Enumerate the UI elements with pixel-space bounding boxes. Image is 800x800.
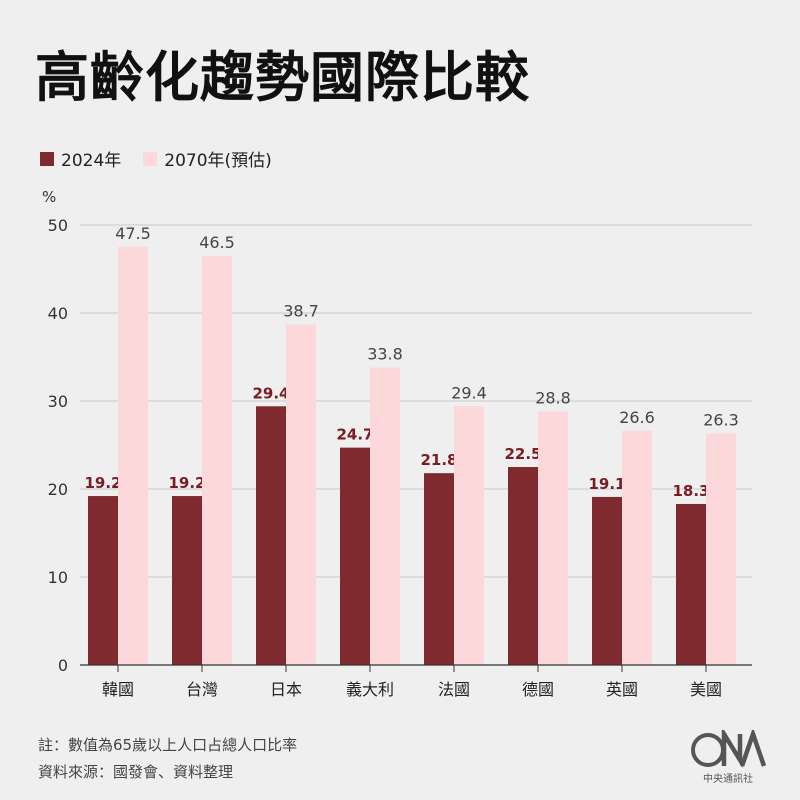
legend-item-2024: 2024年 bbox=[40, 146, 121, 171]
bar-2070 bbox=[538, 411, 568, 665]
legend-swatch-2070 bbox=[143, 151, 158, 166]
x-tick-label: 法國 bbox=[438, 680, 470, 699]
page-title: 高齡化趨勢國際比較 bbox=[35, 46, 530, 109]
legend: 2024年 2070年(預估) bbox=[40, 146, 294, 171]
bar-2070 bbox=[202, 255, 232, 666]
y-axis-unit-label: % bbox=[42, 188, 56, 206]
bar-2024 bbox=[676, 503, 706, 665]
bar-2024 bbox=[424, 473, 454, 665]
legend-label-2024: 2024年 bbox=[61, 151, 122, 171]
legend-item-2070: 2070年(預估) bbox=[143, 146, 272, 171]
x-tick-label: 義大利 bbox=[346, 680, 394, 699]
x-tick-label: 英國 bbox=[606, 680, 638, 699]
note-source: 資料來源：國發會、資料整理 bbox=[38, 763, 234, 781]
data-label-2070: 28.8 bbox=[535, 389, 571, 408]
data-label-2070: 26.6 bbox=[619, 408, 655, 427]
data-label-2070: 33.8 bbox=[367, 345, 403, 364]
bar-2024 bbox=[172, 496, 202, 665]
note-definition: 註：數值為65歲以上人口占總人口比率 bbox=[38, 736, 298, 754]
bar-2024 bbox=[340, 447, 370, 665]
data-label-2024: 21.8 bbox=[420, 451, 457, 469]
bar-2070 bbox=[286, 324, 316, 665]
data-label-2070: 47.5 bbox=[115, 224, 151, 243]
y-tick-label: 50 bbox=[48, 216, 68, 235]
logo-n-icon bbox=[721, 730, 743, 768]
data-label-2024: 19.2 bbox=[168, 474, 205, 492]
notes: 註：數值為65歲以上人口占總人口比率 資料來源：國發會、資料整理 bbox=[38, 732, 297, 786]
bar-2070 bbox=[370, 367, 400, 665]
x-tick-label: 韓國 bbox=[102, 680, 134, 699]
data-label-2024: 29.4 bbox=[252, 384, 289, 402]
logo-a-icon bbox=[739, 730, 766, 767]
x-tick-label: 台灣 bbox=[186, 680, 218, 699]
cna-logo: 中央通訊社 bbox=[691, 730, 766, 785]
logo-subtitle: 中央通訊社 bbox=[703, 772, 753, 785]
bar-2070 bbox=[706, 433, 736, 665]
bar-2024 bbox=[88, 496, 118, 665]
legend-label-2070: 2070年(預估) bbox=[164, 151, 272, 171]
data-label-2024: 18.3 bbox=[672, 482, 709, 500]
x-tick-label: 美國 bbox=[690, 680, 722, 699]
y-tick-label: 10 bbox=[48, 568, 68, 587]
bar-2070 bbox=[622, 430, 652, 665]
logo-c-icon bbox=[691, 733, 725, 767]
data-label-2024: 19.1 bbox=[588, 475, 625, 493]
y-tick-label: 0 bbox=[58, 656, 68, 675]
data-label-2024: 22.5 bbox=[504, 445, 541, 463]
bar-2024 bbox=[508, 467, 538, 665]
data-label-2024: 19.2 bbox=[84, 474, 121, 492]
data-label-2070: 38.7 bbox=[283, 301, 319, 320]
bar-2070 bbox=[454, 406, 484, 665]
data-label-2070: 26.3 bbox=[703, 411, 739, 430]
bar-2024 bbox=[592, 496, 622, 665]
x-tick-label: 日本 bbox=[270, 680, 302, 699]
data-label-2070: 46.5 bbox=[199, 233, 235, 252]
y-tick-label: 30 bbox=[48, 392, 68, 411]
data-label-2024: 24.7 bbox=[336, 426, 373, 444]
x-tick-label: 德國 bbox=[522, 680, 554, 699]
y-tick-label: 40 bbox=[48, 304, 68, 323]
y-tick-label: 20 bbox=[48, 480, 68, 499]
legend-swatch-2024 bbox=[40, 151, 54, 166]
bar-2024 bbox=[256, 406, 286, 665]
data-label-2070: 29.4 bbox=[451, 383, 487, 402]
bar-2070 bbox=[118, 247, 148, 665]
